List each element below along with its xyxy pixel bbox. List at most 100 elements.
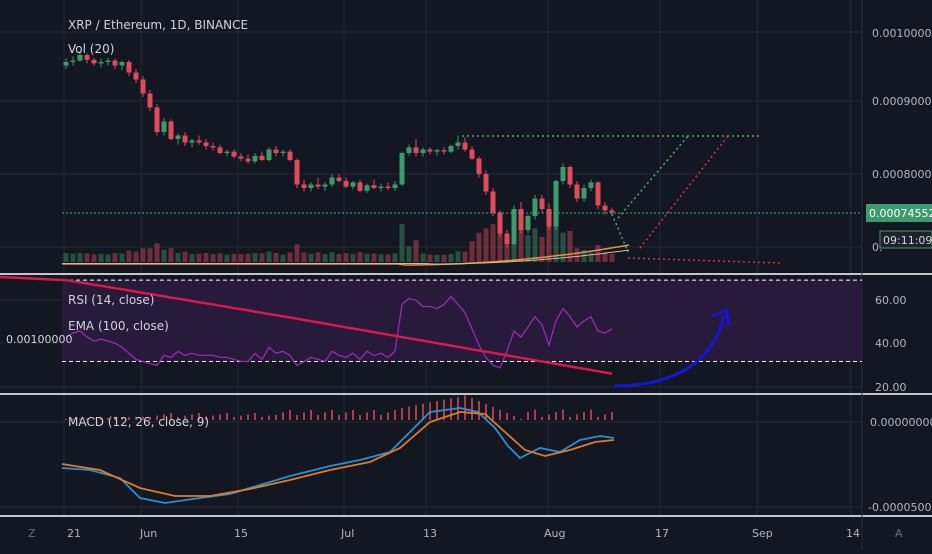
volume-bar-27 bbox=[252, 253, 258, 262]
time-tick-2: 15 bbox=[234, 527, 248, 540]
candle-body-7 bbox=[112, 60, 118, 66]
volume-bar-77 bbox=[602, 252, 608, 262]
auto-scale-icon[interactable]: A bbox=[895, 527, 903, 540]
drawings[interactable] bbox=[62, 135, 862, 264]
volume-bar-42 bbox=[357, 252, 363, 262]
candle-body-78 bbox=[609, 210, 615, 213]
time-tick-8: 14 bbox=[846, 527, 860, 540]
macd-legend: MACD (12, 26, close, 9) bbox=[68, 415, 209, 429]
candle-body-32 bbox=[287, 151, 293, 160]
volume-bar-20 bbox=[203, 253, 209, 262]
candle-body-53 bbox=[434, 150, 440, 152]
candle-body-31 bbox=[280, 151, 286, 153]
candlesticks bbox=[63, 51, 615, 248]
candle-body-67 bbox=[532, 198, 538, 216]
macd-tick-0: 0.00000000 bbox=[870, 416, 932, 429]
last-price-value: 0.00074552 bbox=[869, 207, 932, 220]
candle-body-40 bbox=[343, 181, 349, 187]
price-axis[interactable]: 0.00100000 0.00090000 0.00080000 0. 0.00… bbox=[866, 27, 932, 514]
candle-body-14 bbox=[161, 121, 167, 132]
volume-bar-53 bbox=[434, 254, 440, 262]
candle-body-25 bbox=[238, 156, 244, 159]
candle-body-66 bbox=[525, 216, 531, 230]
volume-bar-46 bbox=[385, 254, 391, 262]
volume-bar-69 bbox=[546, 225, 552, 262]
volume-bar-73 bbox=[574, 248, 580, 262]
corner-z-icon[interactable]: Z bbox=[28, 527, 36, 540]
volume-bar-68 bbox=[539, 236, 545, 262]
candle-body-59 bbox=[476, 158, 482, 174]
candle-body-77 bbox=[602, 205, 608, 211]
time-tick-0: 21 bbox=[67, 527, 81, 540]
candle-body-35 bbox=[308, 184, 314, 188]
volume-bar-76 bbox=[595, 245, 601, 262]
projection-green-down bbox=[611, 213, 629, 253]
volume-bar-39 bbox=[336, 254, 342, 262]
candle-body-27 bbox=[252, 155, 258, 162]
volume-bar-70 bbox=[553, 224, 559, 262]
symbol-title: XRP / Ethereum, 1D, BINANCE bbox=[68, 18, 248, 32]
candle-body-10 bbox=[133, 72, 139, 80]
candle-body-69 bbox=[546, 209, 552, 227]
volume-bar-21 bbox=[210, 254, 216, 262]
volume-bar-3 bbox=[84, 253, 90, 262]
candle-body-50 bbox=[413, 147, 419, 153]
volume-bar-9 bbox=[126, 250, 132, 262]
volume-bar-41 bbox=[350, 254, 356, 262]
candle-body-15 bbox=[168, 121, 174, 139]
rsi-tick-20: 20.00 bbox=[875, 381, 907, 394]
volume-bar-62 bbox=[497, 225, 503, 262]
volume-bar-61 bbox=[490, 224, 496, 262]
volume-bar-40 bbox=[343, 253, 349, 262]
volume-bar-78 bbox=[609, 254, 615, 262]
arrow-head bbox=[711, 307, 731, 327]
rsi-tick-40: 40.00 bbox=[875, 337, 907, 350]
signal-line bbox=[61, 411, 615, 497]
macd-pane bbox=[61, 395, 615, 504]
time-tick-1: Jun bbox=[139, 527, 157, 540]
macd-tick-neg: -0.00005000 bbox=[868, 501, 932, 514]
candle-body-26 bbox=[245, 158, 251, 162]
candle-body-57 bbox=[462, 142, 468, 150]
candle-body-23 bbox=[224, 151, 230, 153]
candle-body-28 bbox=[259, 155, 265, 160]
price-tick-1: 0.00090000 bbox=[872, 95, 932, 108]
hand-drawn-arrow bbox=[613, 315, 726, 388]
volume-bar-0 bbox=[63, 253, 69, 262]
volume-legend: Vol (20) bbox=[68, 42, 114, 56]
candle-body-42 bbox=[357, 182, 363, 191]
candle-body-13 bbox=[154, 107, 160, 132]
volume-bar-52 bbox=[427, 254, 433, 262]
rsi-left-value: 0.00100000 bbox=[6, 333, 72, 346]
candle-body-34 bbox=[301, 184, 307, 188]
candle-body-52 bbox=[427, 149, 433, 152]
candle-body-49 bbox=[406, 147, 412, 153]
volume-bar-56 bbox=[455, 251, 461, 262]
candle-body-76 bbox=[595, 182, 601, 206]
candle-body-51 bbox=[420, 149, 426, 153]
volume-bar-66 bbox=[525, 235, 531, 262]
volume-bar-7 bbox=[112, 253, 118, 262]
volume-bar-65 bbox=[518, 224, 524, 262]
candle-body-33 bbox=[294, 160, 300, 185]
volume-bar-51 bbox=[420, 253, 426, 262]
candle-body-65 bbox=[518, 209, 524, 230]
candle-body-3 bbox=[84, 55, 90, 60]
volume-ma-lines bbox=[62, 244, 630, 266]
volume-bar-58 bbox=[469, 241, 475, 262]
candle-body-6 bbox=[105, 60, 111, 62]
candle-body-46 bbox=[385, 186, 391, 188]
volume-bar-37 bbox=[322, 254, 328, 262]
time-tick-6: 17 bbox=[655, 527, 669, 540]
volume-bar-29 bbox=[266, 251, 272, 262]
volume-bar-23 bbox=[224, 254, 230, 262]
time-axis[interactable]: 21 Jun 15 Jul 13 Aug 17 Sep 14 Z A bbox=[28, 527, 903, 540]
price-tick-2: 0.00080000 bbox=[872, 168, 932, 181]
candle-body-64 bbox=[511, 209, 517, 244]
volume-bar-14 bbox=[161, 249, 167, 262]
volume-bar-60 bbox=[483, 228, 489, 262]
volume-bar-12 bbox=[147, 248, 153, 262]
